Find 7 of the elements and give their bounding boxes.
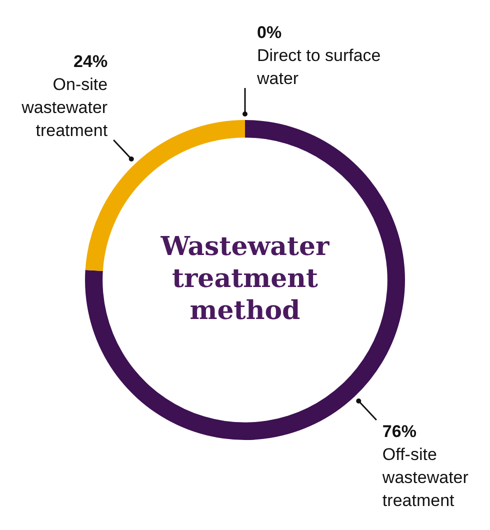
data-label: 24% [74, 52, 108, 72]
text: Wastewater treatment method [160, 232, 330, 326]
slice-label: Off-site wastewater treatment [381, 445, 469, 510]
text: 0% [257, 23, 282, 42]
data-label: 76% [382, 422, 416, 442]
slice-label: On-site wastewater treatment [20, 75, 108, 140]
category-label: Direct to surface water [257, 46, 381, 88]
